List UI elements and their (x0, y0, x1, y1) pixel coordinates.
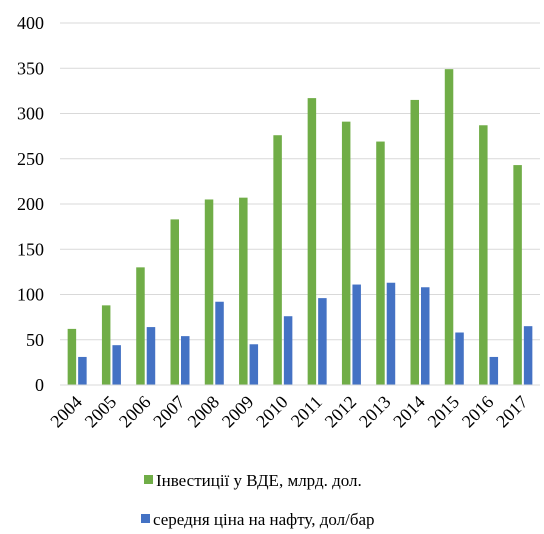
bar-oil-price-2014 (421, 287, 430, 385)
bar-oil-price-2008 (215, 301, 224, 385)
bar-oil-price-2004 (78, 356, 87, 385)
x-tick-label: 2013 (355, 392, 395, 432)
bar-investment-2017 (513, 165, 522, 385)
bar-investment-2010 (273, 135, 282, 385)
bar-oil-price-2013 (386, 282, 396, 385)
bar-oil-price-2015 (455, 332, 464, 385)
x-tick-label: 2017 (492, 392, 532, 432)
legend: Інвестиції у ВДЕ, млрд. дол. середня ціна… (141, 471, 375, 529)
x-tick-label: 2008 (184, 392, 224, 432)
bar-investment-2015 (444, 69, 454, 385)
bar-investment-2016 (479, 125, 488, 385)
bar-investment-2004 (67, 328, 77, 385)
y-tick-label: 50 (26, 330, 44, 350)
bar-oil-price-2011 (318, 298, 327, 385)
bar-investment-2007 (170, 219, 179, 385)
x-tick-label: 2010 (252, 392, 292, 432)
y-tick-label: 150 (17, 239, 44, 259)
bars (67, 69, 533, 386)
bar-investment-2014 (410, 99, 419, 386)
x-tick-label: 2011 (287, 392, 326, 431)
legend-label-oil-price: середня ціна на нафту, дол/бар (153, 510, 375, 529)
x-tick-label: 2004 (46, 392, 86, 432)
bar-oil-price-2016 (489, 356, 499, 385)
y-tick-label: 250 (17, 149, 44, 169)
bar-investment-2013 (376, 141, 385, 385)
bar-investment-2012 (341, 121, 351, 386)
x-tick-label: 2016 (458, 392, 498, 432)
y-tick-label: 100 (17, 285, 44, 305)
legend-label-investment: Інвестиції у ВДЕ, млрд. дол. (156, 471, 362, 490)
x-tick-label: 2014 (389, 392, 429, 432)
y-tick-labels: 0 50 100 150 200 250 300 350 400 (17, 13, 44, 395)
bar-oil-price-2012 (352, 284, 361, 385)
y-tick-label: 400 (17, 13, 44, 33)
bar-oil-price-2007 (181, 336, 190, 385)
x-tick-label: 2009 (218, 392, 258, 432)
legend-swatch-oil-price (141, 514, 150, 523)
bar-investment-2009 (239, 197, 248, 385)
bar-investment-2011 (307, 98, 317, 386)
bar-oil-price-2010 (283, 316, 293, 385)
y-tick-label: 0 (35, 375, 44, 395)
bar-investment-2008 (204, 199, 214, 385)
bar-oil-price-2009 (249, 344, 259, 385)
gridlines (60, 22, 540, 341)
x-tick-label: 2005 (81, 392, 121, 432)
x-tick-labels: 2004200520062007200820092010201120122013… (46, 392, 531, 432)
y-tick-label: 200 (17, 194, 44, 214)
y-tick-label: 300 (17, 104, 44, 124)
x-tick-label: 2012 (321, 392, 361, 432)
y-tick-label: 350 (17, 58, 44, 78)
bar-oil-price-2017 (523, 326, 533, 385)
x-tick-label: 2015 (424, 392, 464, 432)
bar-oil-price-2006 (146, 327, 156, 385)
bar-oil-price-2005 (112, 345, 121, 385)
legend-swatch-investment (144, 475, 153, 484)
bar-investment-2006 (136, 267, 145, 385)
x-tick-label: 2007 (149, 392, 189, 432)
x-tick-label: 2006 (115, 392, 155, 432)
bar-investment-2005 (101, 305, 111, 385)
